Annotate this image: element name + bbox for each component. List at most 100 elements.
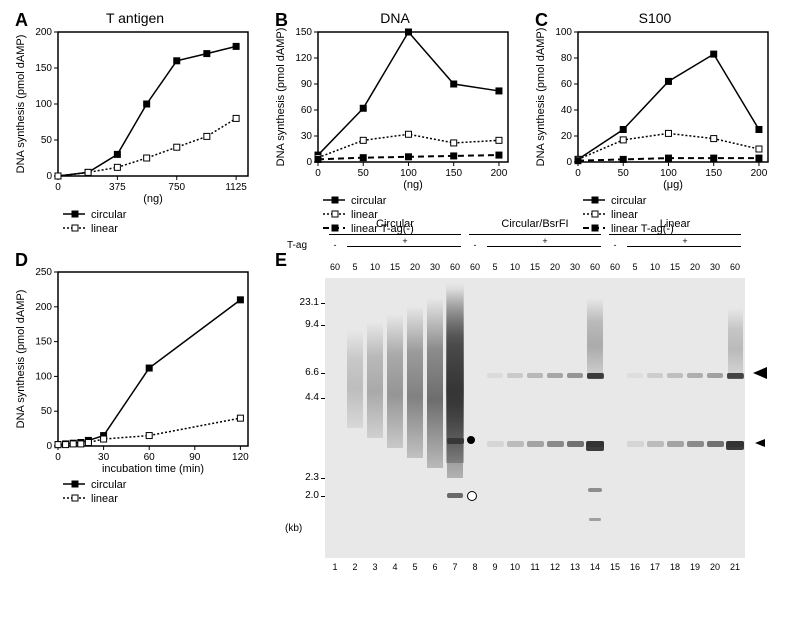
svg-text:150: 150 — [705, 168, 722, 179]
svg-text:DNA synthesis (pmol dAMP): DNA synthesis (pmol dAMP) — [275, 28, 287, 167]
time-label: 5 — [345, 262, 365, 272]
lane-number: 5 — [405, 562, 425, 572]
lane-number: 21 — [725, 562, 745, 572]
time-label: 20 — [685, 262, 705, 272]
gel-band — [547, 441, 564, 447]
gel-band — [588, 488, 602, 492]
svg-text:60: 60 — [144, 452, 156, 463]
time-label: 30 — [425, 262, 445, 272]
group-label: Linear — [605, 218, 745, 230]
gel-band — [586, 441, 604, 451]
svg-text:50: 50 — [358, 168, 370, 179]
gel-band — [647, 373, 663, 378]
gel-smear — [427, 298, 443, 468]
svg-text:50: 50 — [618, 168, 630, 179]
gel-smear — [367, 322, 383, 438]
svg-text:750: 750 — [168, 182, 185, 193]
gel-band — [707, 373, 723, 378]
gel-band — [667, 373, 683, 378]
svg-text:linear: linear — [91, 223, 118, 235]
panel-c-title: S100 — [639, 10, 672, 26]
svg-text:(ng): (ng) — [403, 179, 423, 191]
svg-text:(ng): (ng) — [143, 193, 163, 205]
gel-band — [507, 373, 523, 378]
svg-text:circular: circular — [611, 195, 647, 207]
gel-band — [687, 441, 704, 447]
svg-text:100: 100 — [35, 371, 52, 382]
gel-smear — [387, 314, 403, 448]
lane-number: 12 — [545, 562, 565, 572]
gel-band — [447, 493, 463, 498]
time-label: 60 — [725, 262, 745, 272]
panel-e: E 23.19.46.64.42.32.0(kb)Circular-+60510… — [270, 250, 780, 630]
gel-band — [487, 441, 504, 447]
panel-d-letter: D — [15, 250, 28, 271]
svg-text:150: 150 — [35, 63, 52, 74]
svg-text:0: 0 — [46, 171, 52, 182]
svg-text:150: 150 — [445, 168, 462, 179]
gel-band — [507, 441, 524, 447]
svg-text:incubation time (min): incubation time (min) — [102, 463, 204, 475]
svg-text:0: 0 — [566, 157, 572, 168]
panel-a-letter: A — [15, 10, 28, 31]
open-circle-icon — [467, 491, 477, 501]
gel-band — [707, 441, 724, 447]
svg-text:90: 90 — [189, 452, 201, 463]
svg-text:100: 100 — [660, 168, 677, 179]
panel-c-chart: 020406080100050100150200(μg)DNA synthesi… — [530, 10, 780, 240]
svg-text:(μg): (μg) — [663, 179, 683, 191]
kb-unit-label: (kb) — [285, 523, 302, 534]
svg-text:0: 0 — [55, 452, 61, 463]
gel-band — [667, 441, 684, 447]
svg-text:150: 150 — [35, 337, 52, 348]
lane-number: 15 — [605, 562, 625, 572]
group-label: Circular — [325, 218, 465, 230]
group-line — [329, 234, 461, 235]
lane-number: 20 — [705, 562, 725, 572]
size-marker-label: 2.0 — [289, 490, 319, 501]
gel-band — [687, 373, 703, 378]
lane-number: 16 — [625, 562, 645, 572]
svg-text:0: 0 — [55, 182, 61, 193]
gel-band — [447, 438, 464, 444]
gel-band — [627, 441, 644, 447]
size-marker-label: 6.6 — [289, 367, 319, 378]
svg-text:0: 0 — [306, 157, 312, 168]
svg-text:1125: 1125 — [225, 182, 247, 193]
time-label: 60 — [325, 262, 345, 272]
group-line — [469, 234, 601, 235]
svg-text:40: 40 — [561, 105, 573, 116]
group-label: Circular/BsrFI — [465, 218, 605, 230]
tag-plus: + — [345, 236, 465, 246]
svg-text:200: 200 — [35, 27, 52, 38]
gel-band — [547, 373, 563, 378]
size-marker-label: 9.4 — [289, 319, 319, 330]
panel-b-letter: B — [275, 10, 288, 31]
lane-number: 14 — [585, 562, 605, 572]
svg-text:100: 100 — [400, 168, 417, 179]
svg-text:linear: linear — [91, 493, 118, 505]
gel-band — [627, 373, 643, 378]
time-label: 60 — [465, 262, 485, 272]
lane-number: 17 — [645, 562, 665, 572]
svg-text:120: 120 — [295, 53, 312, 64]
lane-number: 1 — [325, 562, 345, 572]
gel-image: 23.19.46.64.42.32.0(kb)Circular-+6051015… — [325, 278, 745, 558]
lane-number: 10 — [505, 562, 525, 572]
tag-plus: + — [485, 236, 605, 246]
panel-a: A T antigen 05010015020003757501125(ng)D… — [10, 10, 260, 240]
arrow-thin-icon — [755, 439, 765, 447]
gel-band — [726, 441, 744, 450]
size-marker-label: 4.4 — [289, 392, 319, 403]
svg-text:30: 30 — [301, 131, 313, 142]
tag-header: T-ag — [287, 240, 307, 251]
svg-text:120: 120 — [232, 452, 249, 463]
svg-text:150: 150 — [295, 27, 312, 38]
time-label: 10 — [505, 262, 525, 272]
panel-c: C S100 020406080100050100150200(μg)DNA s… — [530, 10, 780, 240]
time-label: 10 — [645, 262, 665, 272]
lane-number: 8 — [465, 562, 485, 572]
gel-band — [567, 373, 583, 378]
svg-text:50: 50 — [41, 135, 53, 146]
time-label: 20 — [405, 262, 425, 272]
